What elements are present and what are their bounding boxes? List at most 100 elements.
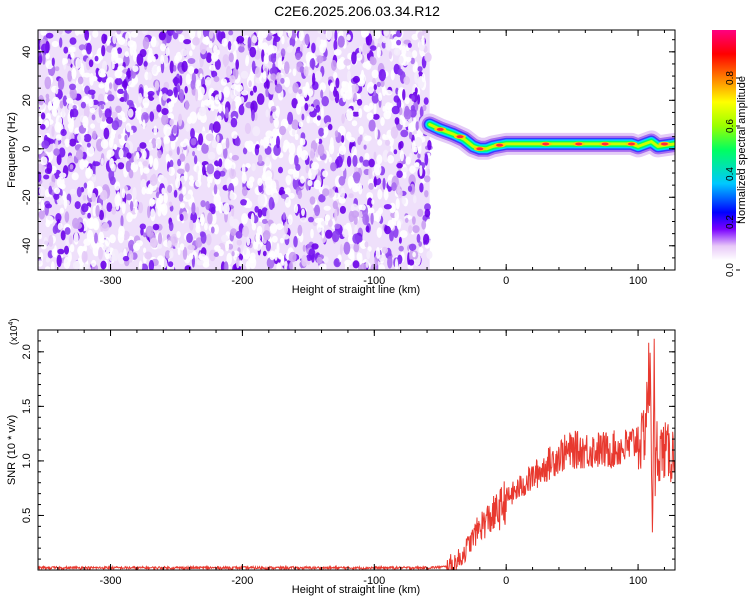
noise-blob [257,38,263,49]
noise-blob [269,137,275,145]
colorbar-tick-label: 0.8 [725,71,736,85]
noise-blob [357,98,363,106]
colorbar-axis: 0.0 0.2 0.4 0.6 0.8 [725,71,740,277]
noise-blob [65,239,69,247]
noise-blob [180,48,188,57]
noise-blob [276,72,282,83]
noise-blob [335,77,340,89]
noise-blob [195,206,200,216]
noise-blob [182,246,188,260]
noise-blob [353,243,360,253]
noise-blob [241,163,246,176]
noise-blob [121,80,128,88]
noise-blob [373,30,381,39]
noise-blob [157,149,162,159]
noise-blob [266,79,270,90]
noise-blob [347,70,351,82]
noise-blob [166,89,174,97]
noise-blob [178,193,184,202]
noise-blob [304,102,309,111]
noise-blob [358,183,363,195]
noise-blob [398,245,404,252]
noise-blob [100,104,105,110]
ridge-peak [436,127,444,131]
noise-blob [44,76,52,90]
noise-blob [216,115,222,122]
noise-blob [248,256,257,269]
noise-blob [200,213,205,226]
noise-blob [166,30,174,37]
noise-blob [314,217,322,224]
noise-blob [147,205,151,219]
noise-blob [351,146,357,158]
noise-blob [350,84,359,93]
noise-blob [82,160,89,168]
noise-blob [163,135,171,144]
noise-blob [384,225,391,235]
noise-blob [126,212,133,223]
noise-blob [179,92,184,103]
noise-blob [282,234,290,240]
noise-blob [246,180,254,189]
noise-blob [161,187,166,195]
noise-blob [382,133,387,140]
noise-blob [40,156,48,166]
noise-blob [325,30,332,41]
noise-blob [185,193,192,200]
noise-blob [341,113,345,124]
noise-blob [185,162,190,173]
noise-blob [115,57,123,64]
noise-blob [295,163,301,171]
noise-blob [57,222,63,230]
noise-blob [288,251,297,263]
noise-blob [321,226,325,239]
noise-blob [191,202,196,215]
noise-blob [331,59,337,71]
noise-blob [323,205,331,211]
noise-blob [169,159,174,168]
noise-blob [157,232,163,245]
noise-blob [265,185,273,196]
noise-blob [207,212,213,225]
colorbar-gradient [712,30,736,270]
noise-blob [68,252,72,262]
noise-blob [198,106,207,117]
noise-blob [405,156,411,165]
noise-blob [106,149,115,157]
noise-blob [233,86,239,97]
noise-blob [293,235,298,248]
noise-blob [249,90,254,96]
noise-blob [57,248,65,255]
noise-blob [165,250,171,259]
noise-blob [192,37,200,46]
noise-blob [254,206,259,213]
noise-blob [411,140,416,153]
noise-blob [306,115,311,124]
noise-blob [38,209,45,220]
noise-blob [289,261,294,270]
noise-blob [216,134,220,143]
noise-blob [212,121,221,133]
noise-blob [161,108,169,115]
noise-blob [44,266,51,270]
noise-blob [142,167,150,174]
noise-blob [142,119,146,130]
noise-blob [253,85,257,93]
snr-panel: -300 -200 -100 0 100 0.5 1.0 1.5 2.0 Height of s… [6,318,676,596]
noise-blob [38,55,43,65]
noise-region [38,30,433,270]
noise-blob [211,52,219,62]
noise-blob [308,248,316,260]
noise-blob [61,105,65,118]
noise-blob [294,133,299,140]
noise-blob [334,30,338,42]
noise-blob [375,247,381,259]
noise-blob [322,170,329,178]
noise-blob [394,258,399,270]
noise-blob [127,67,131,80]
noise-blob [265,241,271,252]
noise-blob [424,208,431,218]
noise-blob [272,62,276,74]
noise-blob [251,163,256,172]
noise-blob [176,231,181,239]
